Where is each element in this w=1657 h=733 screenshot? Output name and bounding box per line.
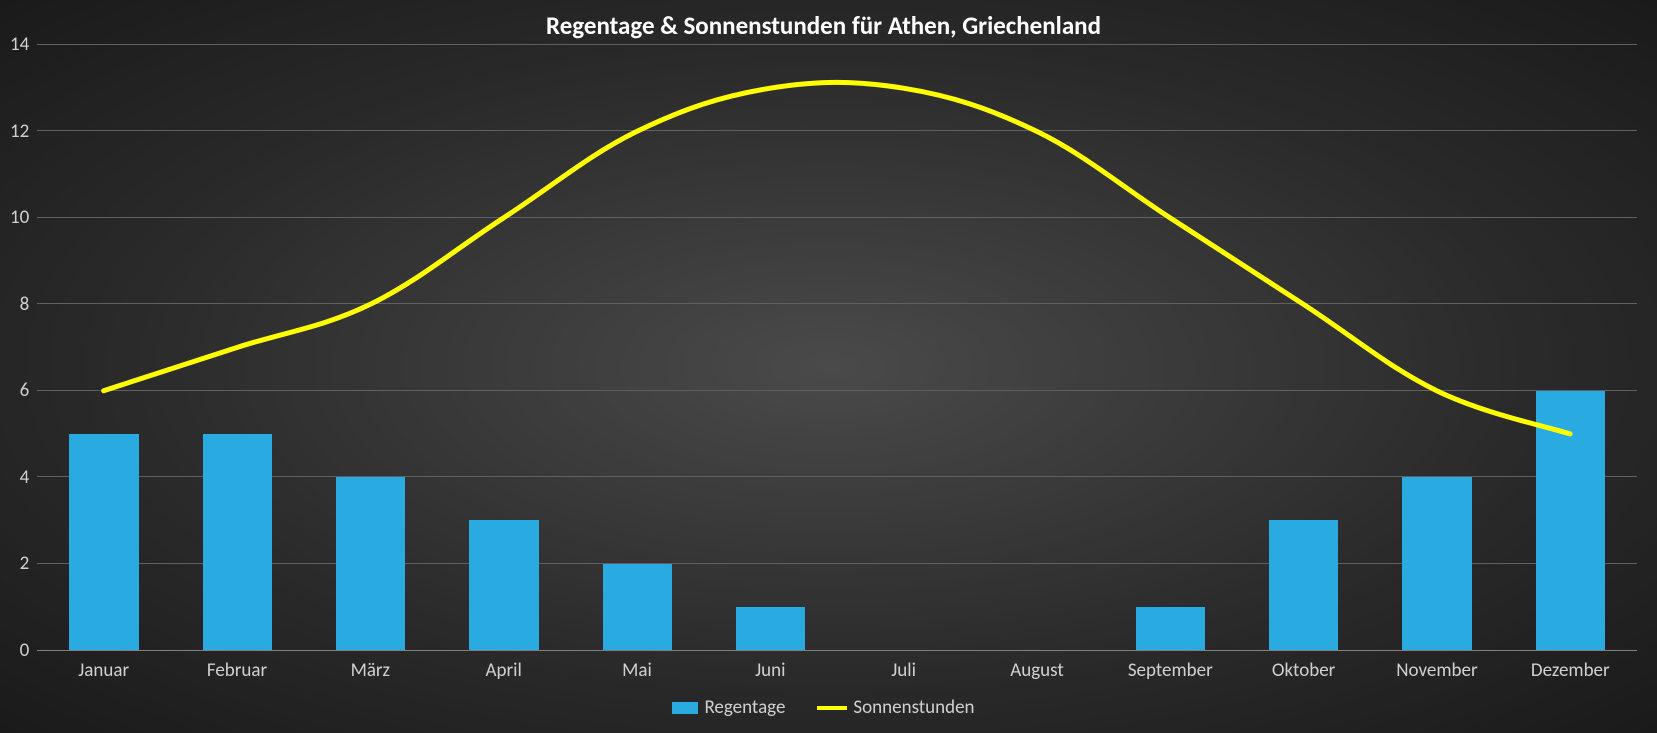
combo-chart: Regentage & Sonnenstunden für Athen, Gri…: [10, 10, 1637, 723]
plot-area: [37, 45, 1637, 651]
legend-item: Regentage: [672, 696, 785, 719]
legend-swatch-bar: [672, 702, 698, 714]
x-axis: JanuarFebruarMärzAprilMaiJuniJuliAugustS…: [10, 651, 1637, 682]
x-axis-label: Januar: [37, 651, 170, 682]
x-axis-spacer: [10, 651, 37, 682]
x-axis-label: September: [1104, 651, 1237, 682]
chart-title: Regentage & Sonnenstunden für Athen, Gri…: [10, 10, 1637, 41]
legend: Regentage Sonnenstunden: [10, 682, 1637, 723]
x-axis-label: November: [1370, 651, 1503, 682]
line-series-path: [104, 82, 1570, 434]
x-axis-label: Juli: [837, 651, 970, 682]
x-axis-label: Juni: [704, 651, 837, 682]
y-axis: 14121086420: [10, 45, 37, 651]
legend-label: Regentage: [704, 696, 785, 719]
x-axis-label: März: [304, 651, 437, 682]
x-axis-label: April: [437, 651, 570, 682]
legend-label: Sonnenstunden: [853, 696, 974, 719]
legend-item: Sonnenstunden: [817, 696, 974, 719]
line-series-svg: [37, 45, 1637, 650]
x-axis-labels: JanuarFebruarMärzAprilMaiJuniJuliAugustS…: [37, 651, 1637, 682]
plot-row: 14121086420: [10, 45, 1637, 651]
x-axis-label: Dezember: [1504, 651, 1637, 682]
x-axis-label: Mai: [570, 651, 703, 682]
legend-swatch-line: [817, 706, 847, 710]
x-axis-label: Oktober: [1237, 651, 1370, 682]
x-axis-label: Februar: [170, 651, 303, 682]
x-axis-label: August: [970, 651, 1103, 682]
